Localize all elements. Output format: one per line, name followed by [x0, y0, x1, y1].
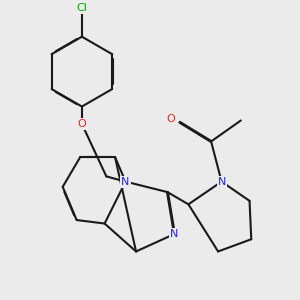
Text: O: O [167, 114, 175, 124]
Text: N: N [170, 229, 178, 239]
Text: Cl: Cl [76, 3, 87, 13]
Text: N: N [122, 177, 130, 187]
Text: N: N [218, 177, 226, 187]
Text: O: O [77, 119, 86, 129]
